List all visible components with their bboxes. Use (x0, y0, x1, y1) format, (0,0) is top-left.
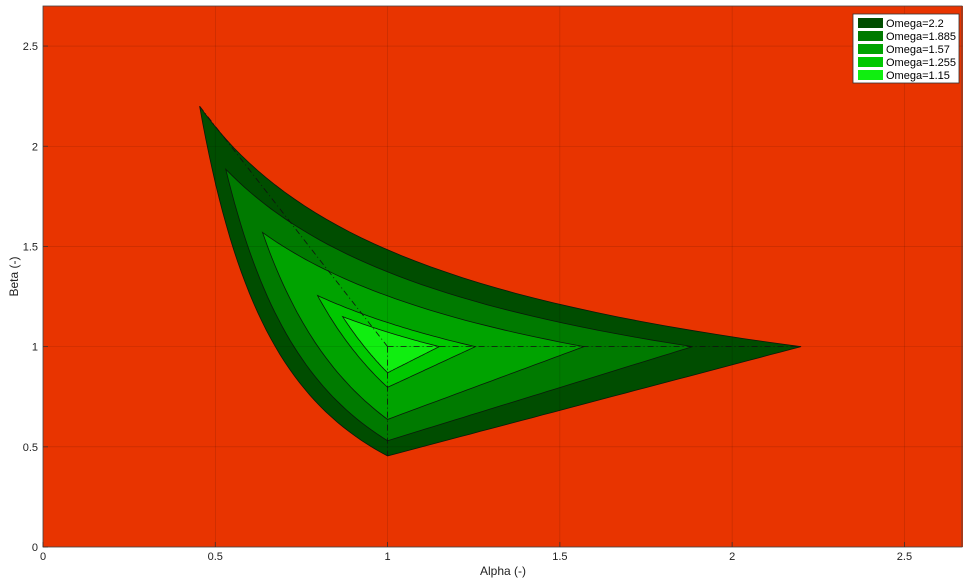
regions (199, 105, 802, 457)
legend-swatch (858, 18, 883, 28)
x-tick-label: 1.5 (552, 551, 567, 563)
region-omega-1_15 (341, 315, 441, 374)
dashed-guides (199, 105, 802, 456)
x-tick-label: 1 (385, 551, 391, 563)
legend-label: Omega=1.57 (886, 44, 950, 56)
legend-label: Omega=2.2 (886, 18, 944, 30)
y-tick-label: 1.5 (23, 241, 38, 253)
y-tick-label: 2 (32, 141, 38, 153)
legend-swatch (858, 44, 883, 54)
plot-background (43, 6, 963, 547)
legend-label: Omega=1.15 (886, 70, 950, 82)
x-tick-label: 0.5 (208, 551, 223, 563)
legend: Omega=2.2Omega=1.885Omega=1.57Omega=1.25… (852, 13, 960, 84)
region-omega-1_57 (261, 231, 586, 420)
legend-swatch (858, 70, 883, 80)
plot-frame (42, 5, 963, 548)
y-axis-label: Beta (-) (7, 256, 21, 296)
y-tick-label: 2.5 (23, 41, 38, 53)
x-axis-ticks: 0 0.5 1 1.5 2 2.5 (40, 542, 912, 563)
guide-line (199, 105, 388, 347)
legend-swatch (858, 31, 883, 41)
y-tick-label: 0.5 (23, 442, 38, 454)
y-tick-label: 1 (32, 342, 38, 354)
legend-label: Omega=1.885 (886, 31, 956, 43)
x-tick-label: 2.5 (897, 551, 912, 563)
x-tick-label: 2 (729, 551, 735, 563)
y-tick-label: 0 (32, 542, 38, 554)
legend-label: Omega=1.255 (886, 57, 956, 69)
y-axis-ticks: 0 0.5 1 1.5 2 2.5 (23, 41, 48, 554)
x-axis-label: Alpha (-) (480, 564, 526, 578)
legend-swatch (858, 57, 883, 67)
x-tick-label: 0 (40, 551, 46, 563)
